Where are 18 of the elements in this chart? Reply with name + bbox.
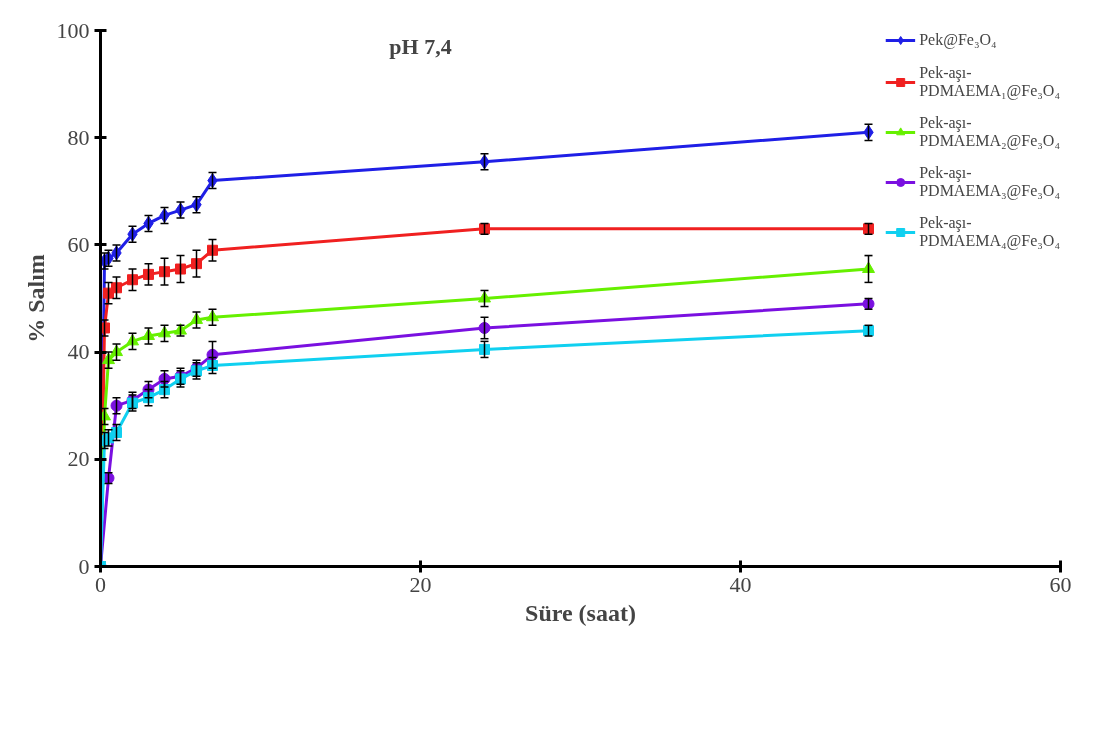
y-axis-title: % Salım (22, 254, 49, 343)
y-tick-label: 0 (78, 553, 90, 579)
y-tick-label: 40 (67, 339, 90, 365)
legend-label: Pek-aşı-PDMAEMA₃@Fe₃O₄ (919, 164, 1060, 200)
x-tick-label: 40 (729, 571, 752, 597)
y-tick-label: 60 (67, 231, 90, 257)
x-tick-label: 0 (95, 571, 106, 597)
legend-label: Pek-aşı-PDMAEMA₁@Fe₃O₄ (919, 64, 1060, 100)
legend-label: Pek-aşı-PDMAEMA₂@Fe₃O₄ (919, 114, 1060, 150)
chart-title: pH 7,4 (389, 34, 452, 60)
x-tick-label: 60 (1049, 571, 1072, 597)
y-tick-label: 80 (67, 124, 90, 150)
y-tick-label: 20 (67, 446, 90, 472)
x-tick-label: 20 (409, 571, 432, 597)
legend-label: Pek@Fe₃O₄ (919, 30, 997, 50)
legend-label: Pek-aşı-PDMAEMA₄@Fe₃O₄ (919, 214, 1060, 250)
y-tick-label: 100 (56, 17, 90, 43)
x-axis-title: Süre (saat) (525, 599, 636, 626)
